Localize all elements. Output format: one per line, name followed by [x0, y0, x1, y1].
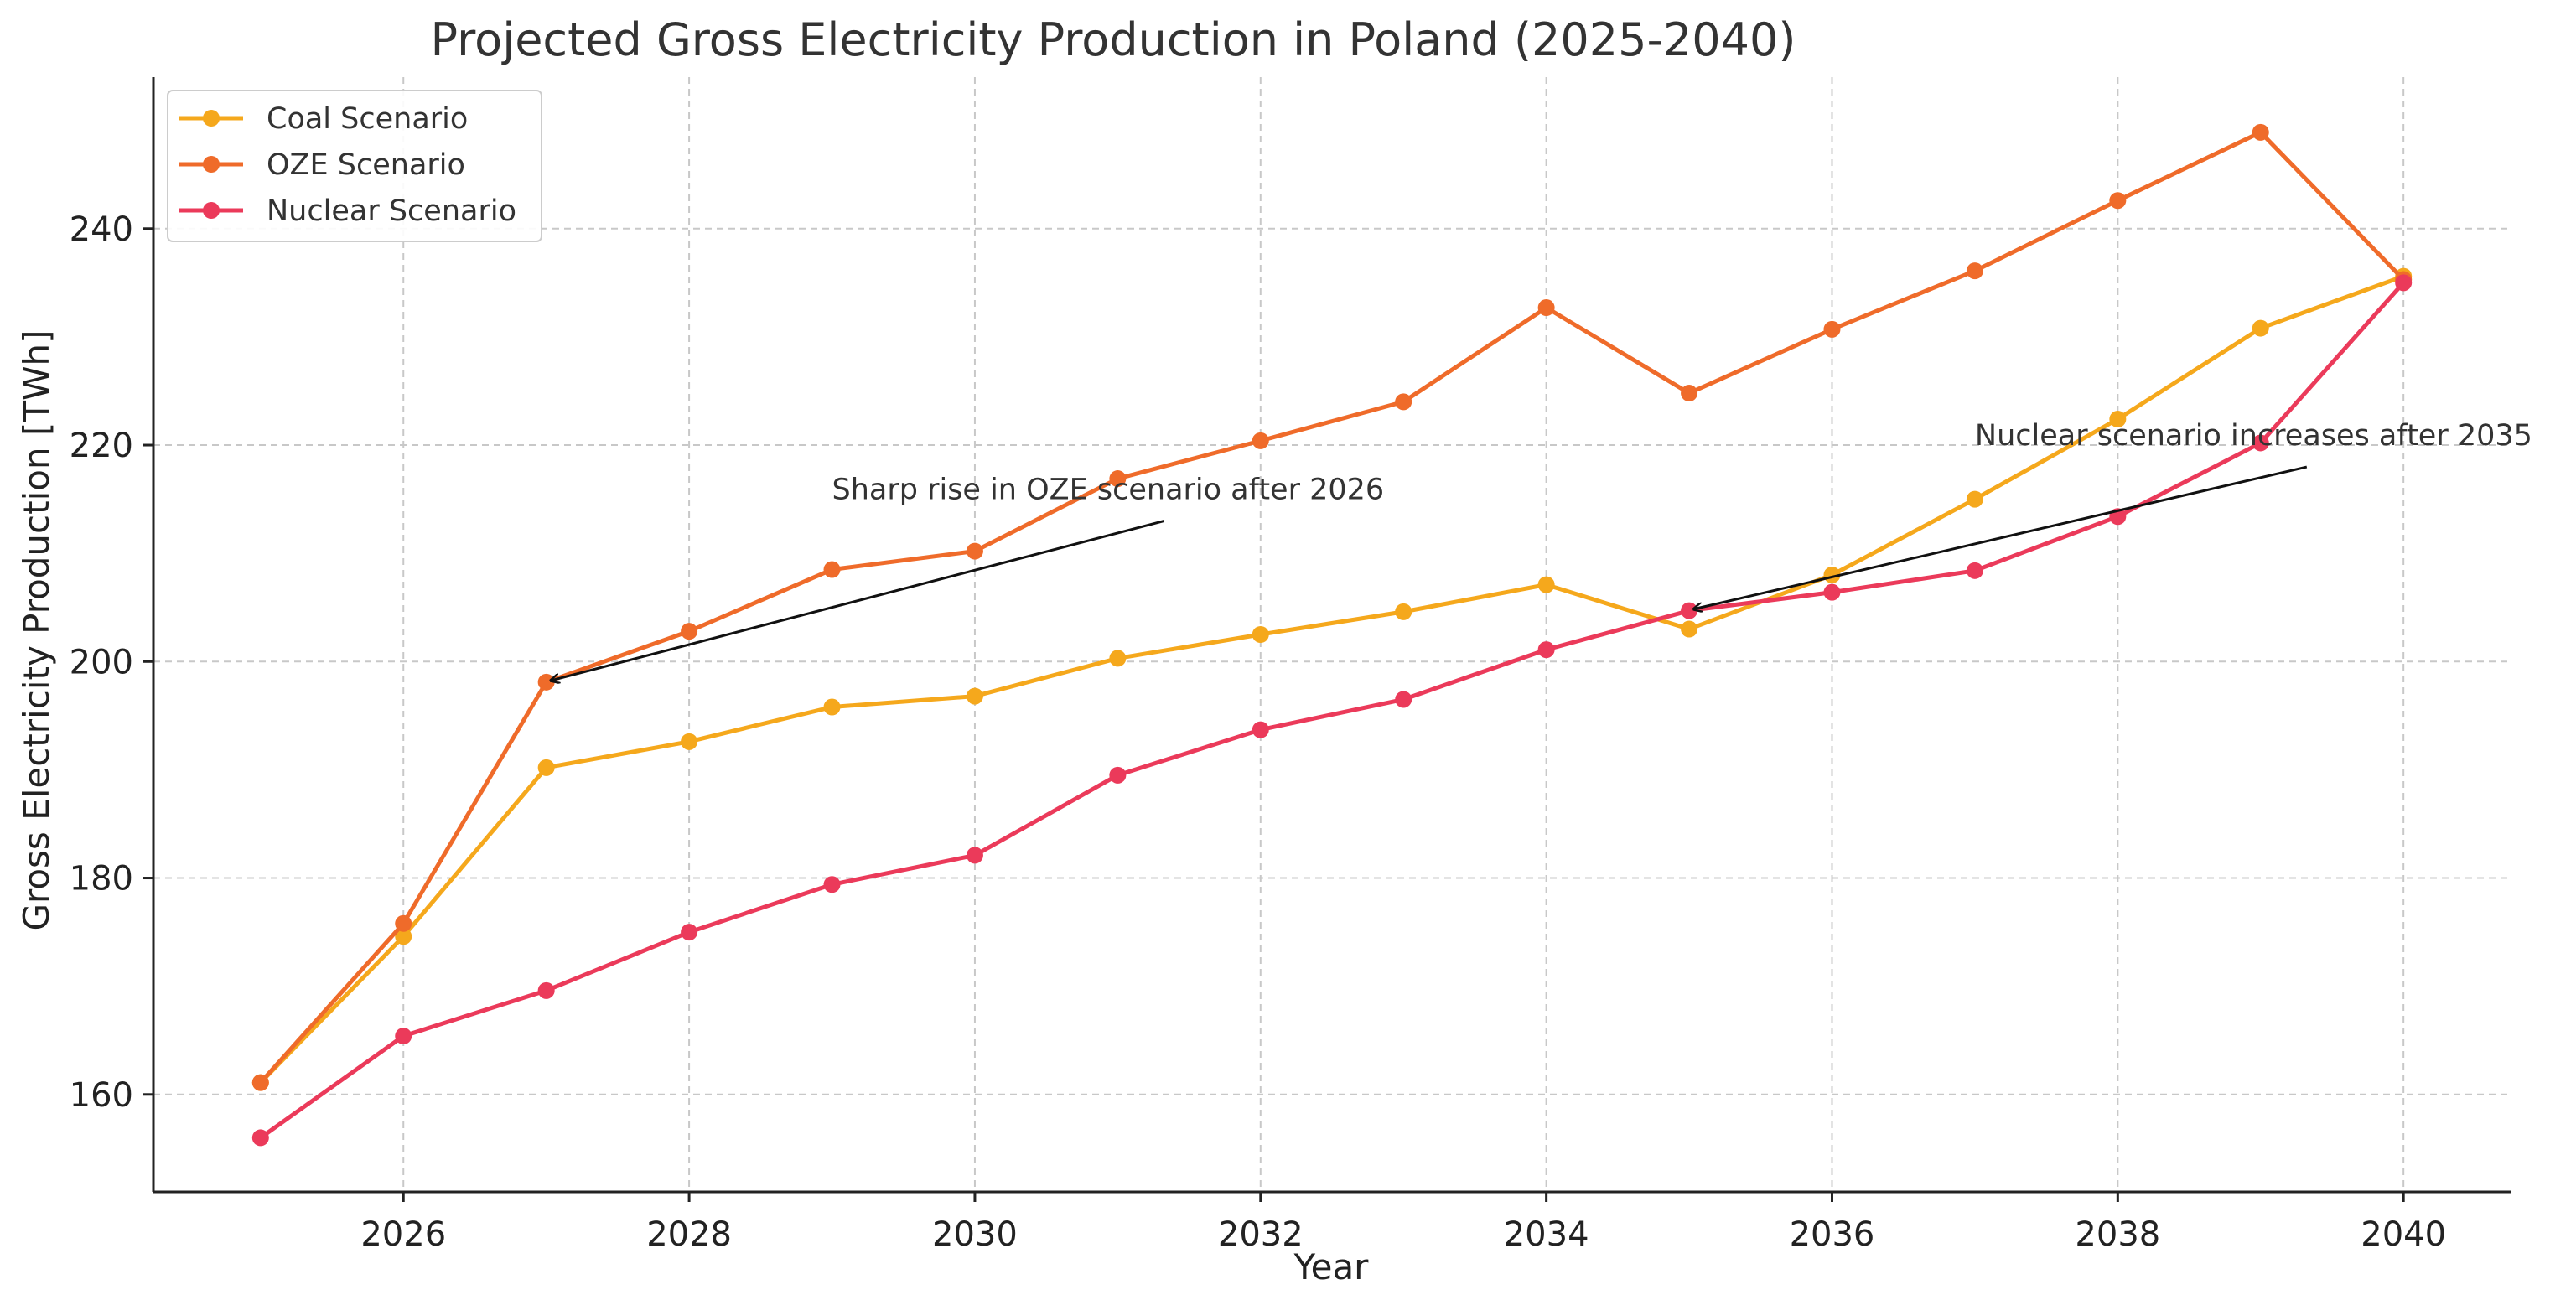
x-tick-label: 2032: [1218, 1215, 1304, 1254]
data-point: [1966, 490, 1983, 508]
data-point: [1395, 691, 1412, 708]
x-tick-label: 2034: [1504, 1215, 1589, 1254]
legend-label: Coal Scenario: [267, 102, 468, 136]
data-point: [395, 914, 412, 932]
y-tick-label: 200: [70, 643, 133, 681]
legend: Coal Scenario OZE Scenario Nuclear Scenari…: [167, 90, 542, 242]
data-point: [966, 542, 983, 560]
x-axis-label: Year: [1293, 1246, 1370, 1287]
legend-swatch-marker: [203, 202, 220, 219]
data-point: [1823, 320, 1841, 338]
series-oze-scenario: [251, 123, 2413, 1091]
data-point: [2395, 274, 2413, 292]
data-point: [1252, 721, 1269, 738]
legend-label: Nuclear Scenario: [267, 194, 516, 228]
data-point: [1681, 385, 1698, 402]
data-point: [537, 981, 555, 999]
data-point: [2252, 319, 2269, 337]
x-tick-label: 2040: [2361, 1215, 2446, 1254]
data-point: [966, 687, 983, 705]
legend-box: [167, 90, 542, 242]
annotation-text: Sharp rise in OZE scenario after 2026: [832, 474, 1385, 507]
annotation-arrow: [552, 520, 1164, 681]
data-point: [1395, 603, 1412, 620]
data-point: [681, 623, 698, 640]
axes: 2026 2028 2030 2032 2034 2036 2038 2040 160 180 20…: [70, 77, 2511, 1254]
data-point: [681, 733, 698, 750]
data-point: [2109, 411, 2127, 428]
x-tick-label: 2028: [646, 1215, 732, 1254]
data-point: [1537, 299, 1555, 317]
legend-entry: Coal Scenario: [179, 102, 468, 136]
annotation-2: Nuclear scenario increases after 2035: [1694, 419, 2532, 609]
series-layer: [251, 123, 2413, 1147]
data-point: [966, 847, 983, 864]
legend-swatch-marker: [203, 110, 220, 127]
data-point: [823, 698, 841, 716]
data-point: [681, 924, 698, 941]
x-tick-label: 2036: [1790, 1215, 1875, 1254]
data-point: [1681, 602, 1698, 619]
data-point: [2252, 434, 2269, 452]
annotation-text: Nuclear scenario increases after 2035: [1975, 419, 2532, 453]
grid-lines: [153, 77, 2511, 1192]
series-line: [259, 274, 2405, 1085]
legend-label: OZE Scenario: [267, 148, 465, 182]
data-point: [1681, 620, 1698, 638]
y-tick-label: 240: [70, 210, 133, 249]
data-point: [1109, 470, 1127, 488]
data-point: [537, 673, 555, 691]
annotation-1: Sharp rise in OZE scenario after 2026: [552, 474, 1385, 681]
data-point: [1252, 432, 1269, 449]
y-tick-label: 180: [70, 860, 133, 899]
annotation-arrow: [1694, 465, 2308, 609]
y-tick-label: 220: [70, 427, 133, 465]
series-line: [258, 130, 2405, 1085]
data-point: [2252, 123, 2269, 141]
data-point: [1109, 766, 1127, 784]
y-tick-label: 160: [70, 1076, 133, 1115]
data-point: [1537, 576, 1555, 593]
data-point: [823, 876, 841, 893]
x-tick-label: 2038: [2075, 1215, 2160, 1254]
series-nuclear-scenario: [251, 274, 2413, 1147]
series-coal-scenario: [251, 267, 2413, 1091]
series-line: [259, 281, 2406, 1140]
x-tick-label: 2026: [360, 1215, 446, 1254]
data-point: [1395, 393, 1412, 411]
y-axis-label: Gross Electricity Production [TWh]: [16, 329, 57, 930]
data-point: [395, 1028, 412, 1045]
data-point: [823, 561, 841, 578]
data-point: [251, 1129, 269, 1147]
data-point: [1966, 562, 1983, 579]
chart-title: Projected Gross Electricity Production i…: [431, 13, 1796, 66]
data-point: [2109, 192, 2127, 210]
data-point: [537, 759, 555, 776]
annotations: Sharp rise in OZE scenario after 2026 Nuc…: [552, 419, 2532, 681]
data-point: [251, 1074, 269, 1091]
legend-swatch-marker: [203, 156, 220, 173]
data-point: [1966, 262, 1983, 280]
legend-entry: Nuclear Scenario: [179, 194, 516, 228]
data-point: [1823, 583, 1841, 601]
data-point: [395, 928, 412, 945]
data-point: [1537, 641, 1555, 659]
x-tick-label: 2030: [932, 1215, 1018, 1254]
data-point: [1109, 650, 1127, 667]
data-point: [1252, 626, 1269, 643]
legend-entry: OZE Scenario: [179, 148, 465, 182]
